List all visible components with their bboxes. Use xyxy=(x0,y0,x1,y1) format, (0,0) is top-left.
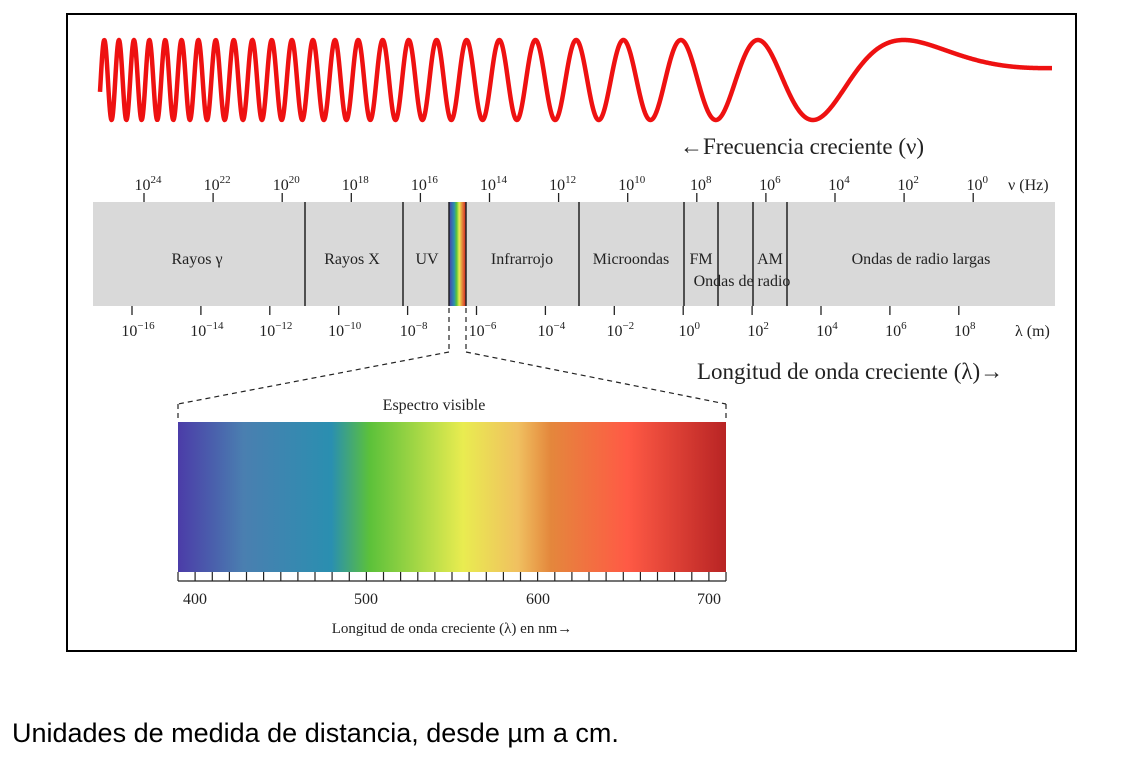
wavelength-tick-label: 108 xyxy=(954,320,976,340)
frequency-tick-label: 104 xyxy=(828,174,850,194)
frequency-tick-label: 1010 xyxy=(618,174,646,194)
wavelength-tick-label: 106 xyxy=(885,320,907,340)
band-uv: UV xyxy=(415,251,439,268)
frequency-tick-label: 100 xyxy=(966,174,988,194)
frequency-tick-label: 106 xyxy=(759,174,781,194)
wavelength-label: Longitud de onda creciente (λ)→ xyxy=(697,359,1003,384)
wavelength-tick-label: 10−8 xyxy=(400,320,428,340)
frequency-tick-label: 102 xyxy=(897,174,919,194)
visible-title: Espectro visible xyxy=(383,397,486,414)
frequency-tick-label: 1014 xyxy=(480,174,508,194)
band-gamma: Rayos γ xyxy=(171,251,222,268)
visible-axis-label: Longitud de onda creciente (λ) en nm→ xyxy=(332,621,573,637)
wavelength-tick-label: 10−10 xyxy=(328,320,362,340)
band-dividers xyxy=(304,202,788,306)
frequency-unit: ν (Hz) xyxy=(1008,177,1049,194)
frequency-tick-label: 1020 xyxy=(273,174,301,194)
spectrum-diagram: ←Frecuencia creciente (ν) 1024 1022 1020 10… xyxy=(93,37,1055,637)
frequency-tick-label: 1012 xyxy=(549,174,576,194)
frequency-tick-label: 1024 xyxy=(135,174,163,194)
frequency-tick-label: 1022 xyxy=(204,174,231,194)
wavelength-tick-label: 100 xyxy=(678,320,700,340)
visible-spectrum xyxy=(178,422,726,572)
wavelength-tick-label: 10−14 xyxy=(190,320,224,340)
wavelength-tick-label: 10−12 xyxy=(259,320,292,340)
frequency-axis: 1024 1022 1020 1018 1016 1014 1012 1010 108 106 10… xyxy=(135,174,988,202)
frequency-tick-label: 1016 xyxy=(411,174,439,194)
wavelength-tick-label: 10−6 xyxy=(469,320,497,340)
spectrum-band xyxy=(93,202,1055,306)
wavelength-unit: λ (m) xyxy=(1015,323,1050,340)
frequency-label: ←Frecuencia creciente (ν) xyxy=(680,134,924,159)
wavelength-axis: 10−16 10−14 10−12 10−10 10−8 10−6 10−4 10−2 100 1… xyxy=(121,306,976,340)
visible-strip xyxy=(449,202,466,306)
visible-tick-700: 700 xyxy=(697,591,721,608)
frequency-tick-label: 1018 xyxy=(342,174,370,194)
visible-ruler xyxy=(177,572,727,582)
wavelength-tick-label: 104 xyxy=(816,320,838,340)
visible-tick-400: 400 xyxy=(183,591,207,608)
band-long-radio: Ondas de radio largas xyxy=(852,251,991,268)
frequency-tick-label: 108 xyxy=(690,174,712,194)
band-fm: FM xyxy=(689,251,712,268)
wavelength-tick-label: 102 xyxy=(747,320,769,340)
band-microwave: Microondas xyxy=(593,251,669,268)
wavelength-tick-label: 10−4 xyxy=(538,320,566,340)
frequency-wave xyxy=(97,37,1054,123)
visible-tick-600: 600 xyxy=(526,591,550,608)
band-xray: Rayos X xyxy=(324,251,380,268)
band-infrared: Infrarrojo xyxy=(491,251,553,268)
band-am: AM xyxy=(757,251,783,268)
wavelength-tick-label: 10−2 xyxy=(606,320,634,340)
wavelength-tick-label: 10−16 xyxy=(121,320,155,340)
visible-tick-500: 500 xyxy=(354,591,378,608)
zoom-lines xyxy=(177,308,727,420)
band-radio-waves: Ondas de radio xyxy=(694,273,791,290)
diagram-frame: ←Frecuencia creciente (ν) 1024 1022 1020 10… xyxy=(66,13,1077,652)
caption: Unidades de medida de distancia, desde µ… xyxy=(12,718,619,748)
